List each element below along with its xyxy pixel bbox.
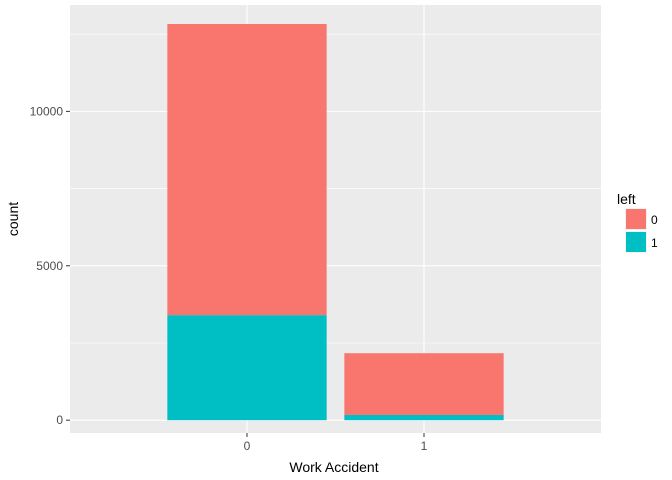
x-axis-title: Work Accident (289, 459, 378, 475)
y-axis-title: count (5, 202, 21, 236)
bar-segment (167, 315, 327, 421)
legend-label: 1 (651, 236, 658, 250)
y-tick-label: 10000 (30, 104, 64, 118)
y-axis: 0 5000 10000 (30, 104, 70, 427)
x-tick-label: 1 (421, 439, 428, 453)
x-tick-label: 0 (244, 439, 251, 453)
legend: left 0 1 (617, 191, 658, 253)
bar-segment (344, 414, 504, 421)
bar-segment (344, 353, 504, 415)
plot-panel (70, 5, 601, 433)
legend-key (626, 209, 646, 229)
y-tick-label: 5000 (36, 259, 63, 273)
legend-key (626, 232, 646, 252)
bar-segment (167, 23, 327, 316)
bars (167, 23, 504, 421)
legend-label: 0 (651, 213, 658, 227)
y-tick-label: 0 (56, 413, 63, 427)
minor-gridlines (70, 33, 601, 344)
legend-title: left (617, 191, 636, 207)
